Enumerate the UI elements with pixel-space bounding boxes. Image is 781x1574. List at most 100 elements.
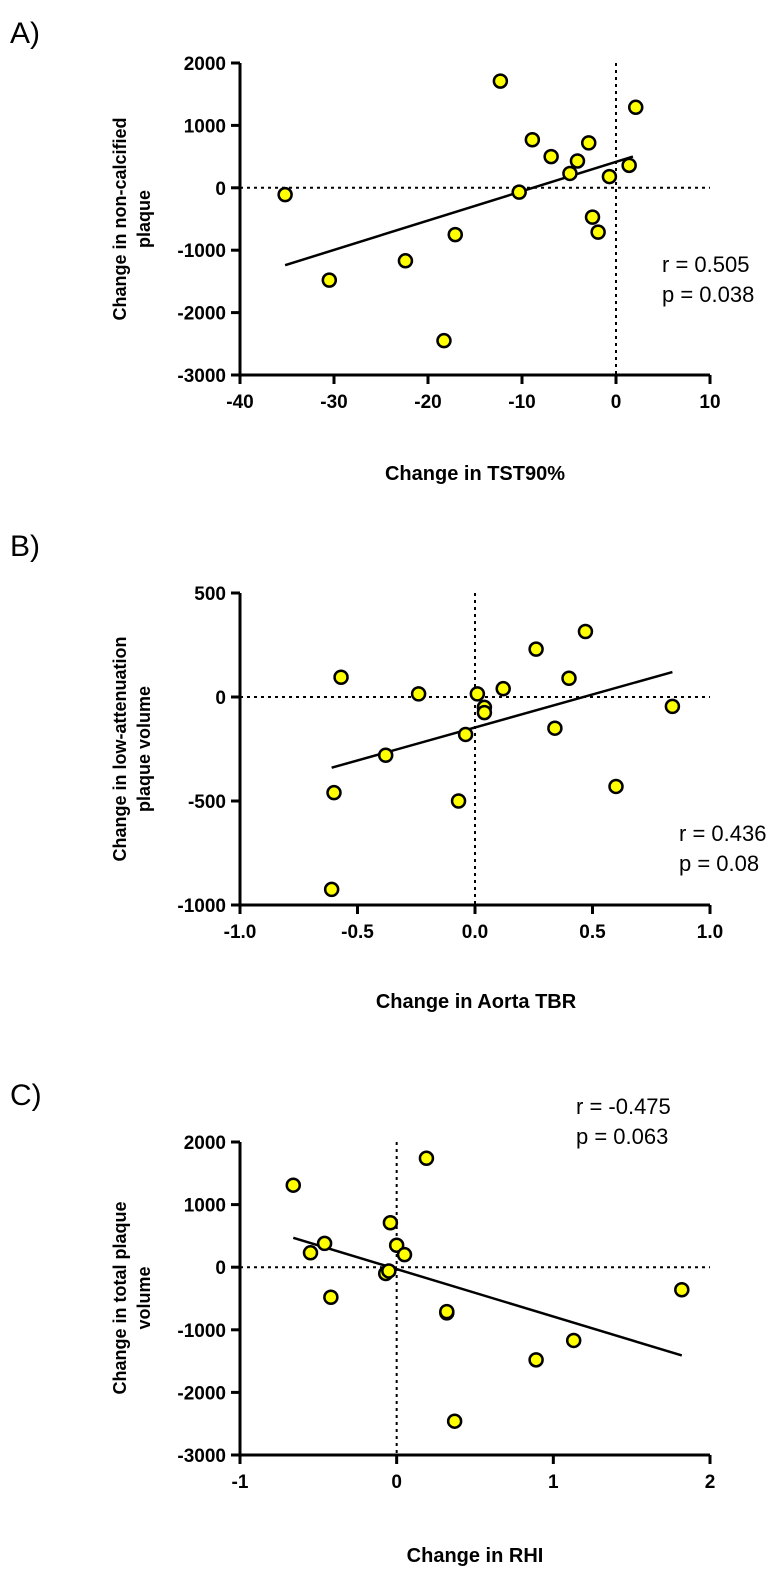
x-tick-label: -30: [320, 392, 347, 413]
scatter-plot: -40 -30 -20 -10 0 10 -3000 -2000 -1000 0 1000 2000: [177, 54, 720, 413]
y-tick-label: 2000: [184, 54, 226, 75]
data-point: [608, 778, 624, 795]
data-point: [601, 168, 618, 185]
panel-label: C): [10, 1079, 42, 1112]
data-point: [476, 704, 493, 721]
y-axis-label-line-1: Change in total plaque: [110, 1201, 130, 1394]
data-point: [316, 1235, 333, 1252]
data-point: [382, 1215, 399, 1231]
data-point: [396, 1246, 413, 1263]
data-point: [323, 881, 340, 898]
data-point: [562, 165, 578, 182]
y-tick-label: 2000: [184, 1133, 226, 1154]
scatter-plot: -1.0 -0.5 0.0 0.5 1.0 -1000 -500 0 500: [177, 584, 723, 943]
data-point: [326, 784, 342, 801]
data-point: [377, 747, 394, 763]
data-point: [495, 680, 511, 697]
y-tick-label: -1000: [177, 896, 226, 917]
data-point: [524, 132, 541, 148]
x-tick-label: 2: [705, 1472, 716, 1493]
data-point: [577, 623, 594, 640]
panel-label: A): [10, 17, 40, 50]
x-axis-label: Change in TST90%: [385, 463, 565, 485]
y-tick-label: 1000: [184, 1196, 226, 1217]
data-point: [569, 153, 586, 169]
data-point: [674, 1281, 690, 1298]
data-point: [590, 224, 606, 240]
x-axis-label: Change in Aorta TBR: [376, 991, 577, 1013]
x-tick-label: -1.0: [224, 922, 257, 943]
y-tick-label: 0: [215, 688, 226, 709]
data-point: [323, 1289, 339, 1305]
x-tick-label: 1: [548, 1472, 559, 1493]
y-tick-label: -2000: [177, 1383, 226, 1404]
data-point: [410, 686, 427, 702]
y-axis-label-line-1: Change in low-attenuation: [110, 637, 130, 862]
regression-line: [292, 1236, 683, 1357]
data-point: [565, 1332, 582, 1349]
data-point: [584, 209, 601, 225]
data-point: [543, 148, 559, 165]
y-tick-label: -1000: [177, 241, 226, 262]
data-point: [418, 1150, 435, 1167]
data-point: [381, 1263, 397, 1279]
data-point: [580, 135, 597, 151]
data-point: [450, 793, 467, 809]
data-point: [321, 272, 338, 288]
data-point: [447, 226, 464, 243]
panel-a: A) -40 -30 -20 -10 0 10 -3000 -2000 -1000 0 1000 20…: [10, 17, 754, 485]
data-point: [621, 157, 637, 174]
data-point: [627, 99, 644, 116]
data-point: [457, 726, 474, 743]
r-value: r = -0.475: [576, 1094, 671, 1119]
y-tick-label: 500: [194, 584, 226, 605]
y-tick-label: -3000: [177, 366, 226, 387]
panel-c: C) -1 0 1 2 -3000 -2000 -1000 0 1000 2000 Change …: [10, 1079, 715, 1567]
p-value: p = 0.08: [679, 851, 759, 876]
data-point: [528, 641, 544, 657]
data-point: [333, 669, 349, 685]
data-point: [664, 698, 681, 715]
x-tick-label: 10: [699, 392, 720, 413]
scatter-plot: -1 0 1 2 -3000 -2000 -1000 0 1000 2000: [177, 1133, 715, 1493]
data-point: [436, 332, 452, 349]
x-tick-label: -10: [508, 392, 535, 413]
panel-label: B): [10, 530, 40, 563]
data-point: [397, 253, 414, 269]
x-tick-label: 0.5: [579, 922, 606, 943]
data-point: [511, 184, 527, 200]
data-point: [547, 720, 563, 736]
p-value: p = 0.038: [662, 282, 754, 307]
y-tick-label: 0: [215, 179, 226, 200]
y-axis-label-line-2: plaque: [134, 190, 154, 248]
y-tick-label: -3000: [177, 1446, 226, 1467]
data-point: [302, 1245, 319, 1261]
x-tick-label: -20: [414, 392, 441, 413]
x-tick-label: -1: [232, 1472, 249, 1493]
y-tick-label: 0: [215, 1258, 226, 1279]
y-tick-label: -1000: [177, 1321, 226, 1342]
data-point: [439, 1303, 455, 1320]
x-tick-label: 0.0: [462, 922, 488, 943]
regression-line: [284, 155, 634, 267]
data-point: [528, 1352, 544, 1368]
r-value: r = 0.505: [662, 252, 749, 277]
x-axis-label: Change in RHI: [407, 1545, 544, 1567]
x-tick-label: -40: [226, 392, 253, 413]
data-point: [561, 670, 577, 687]
x-tick-label: -0.5: [341, 922, 374, 943]
panel-b: B) -1.0 -0.5 0.0 0.5 1.0 -1000 -500 0 500 Change…: [10, 530, 766, 1013]
data-point: [492, 73, 509, 89]
x-tick-label: 0: [611, 392, 622, 413]
y-tick-label: 1000: [184, 116, 226, 137]
data-point: [277, 186, 293, 203]
r-value: r = 0.436: [679, 821, 766, 846]
data-point: [469, 686, 486, 702]
p-value: p = 0.063: [576, 1124, 668, 1149]
data-point: [446, 1413, 463, 1429]
y-axis-label-line-2: volume: [134, 1266, 154, 1329]
y-axis-label-line-1: Change in non-calcified: [110, 117, 130, 320]
data-point: [285, 1177, 302, 1193]
x-tick-label: 0: [391, 1472, 402, 1493]
